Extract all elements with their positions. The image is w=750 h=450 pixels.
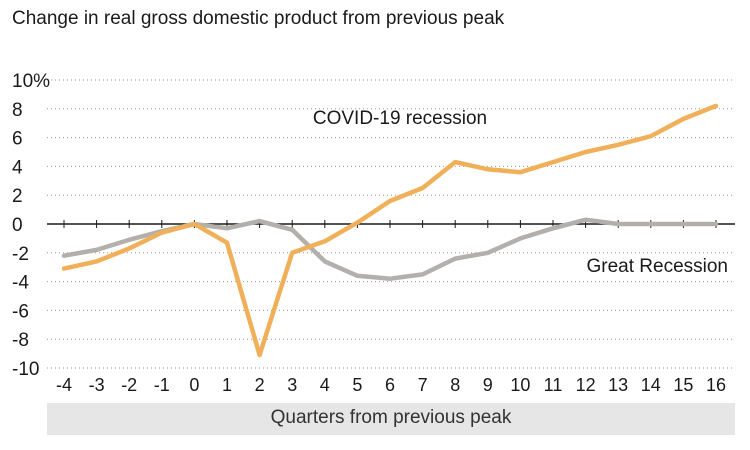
x-tick-label: 2: [255, 375, 265, 395]
y-tick-label: 10%: [12, 71, 50, 92]
x-tick-label: 7: [418, 375, 428, 395]
y-tick-label: 4: [12, 157, 23, 178]
series-lines: [61, 103, 719, 358]
x-tick-label: 3: [287, 375, 297, 395]
y-tick-label: 8: [12, 100, 23, 121]
x-tick-label: -4: [56, 375, 72, 395]
y-axis-ticks: 10% 8 6 4 2 0 -2 -4 -6 -8 -10: [12, 71, 50, 380]
x-axis-label-band: Quarters from previous peak: [47, 403, 735, 435]
y-tick-label: 0: [12, 215, 23, 236]
x-tick-label: 14: [641, 375, 661, 395]
x-tick-label: 0: [189, 375, 199, 395]
x-tick-label: 4: [320, 375, 330, 395]
y-tick-label: -10: [12, 359, 39, 380]
x-tick-label: 1: [222, 375, 232, 395]
annotation-label: COVID-19 recession: [313, 108, 487, 129]
x-axis-ticks: -4 -3 -2 -1 0 1 2 3 4 5 6 7 8 9 10 11 12 13 14 15 16: [56, 375, 726, 395]
x-tick-label: 11: [544, 375, 563, 395]
y-tick-label: 6: [12, 129, 23, 150]
gridlines: [47, 79, 735, 369]
chart-title: Change in real gross domestic product fr…: [12, 8, 505, 29]
y-tick-label: -8: [12, 330, 29, 351]
x-tick-label: 10: [510, 375, 530, 395]
x-axis-label: Quarters from previous peak: [270, 407, 512, 428]
series-line-covid-19-recession: [61, 103, 719, 358]
y-tick-label: -6: [12, 301, 29, 322]
annotation-label: Great Recession: [586, 256, 728, 277]
x-tick-label: 9: [483, 375, 493, 395]
x-tick-label: 16: [706, 375, 726, 395]
x-tick-label: 15: [673, 375, 693, 395]
y-tick-label: -2: [12, 244, 29, 265]
x-tick-label: -2: [121, 375, 137, 395]
y-tick-label: 2: [12, 186, 23, 207]
x-tick-label: -3: [89, 375, 105, 395]
x-tick-label: -1: [154, 375, 170, 395]
x-tick-label: 5: [352, 375, 362, 395]
series-annotations: COVID-19 recession Great Recession: [313, 108, 728, 277]
x-tick-label: 12: [576, 375, 596, 395]
x-tick-label: 13: [608, 375, 628, 395]
x-tick-label: 8: [450, 375, 460, 395]
y-tick-label: -4: [12, 273, 29, 294]
x-tick-label: 6: [385, 375, 395, 395]
